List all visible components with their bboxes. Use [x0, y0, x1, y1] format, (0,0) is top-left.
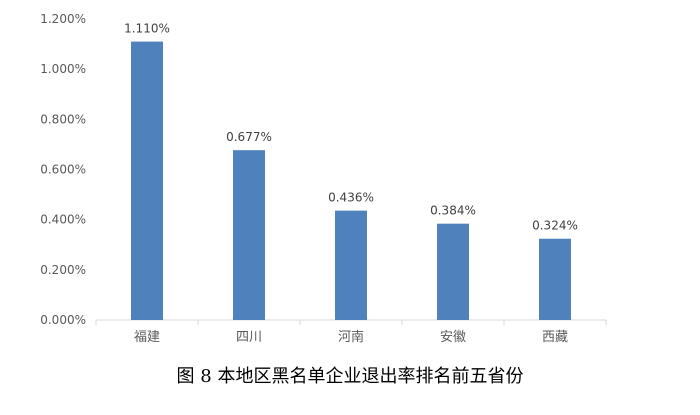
x-axis-tick-marks	[95, 320, 607, 325]
bar	[233, 150, 265, 320]
data-label: 0.324%	[532, 219, 578, 233]
data-label: 0.436%	[328, 191, 374, 205]
data-label: 0.384%	[430, 204, 476, 218]
category-label: 福建	[134, 330, 160, 345]
y-tick-label: 1.000%	[40, 62, 86, 76]
figure-caption: 图 8 本地区黑名单企业退出率排名前五省份	[176, 366, 524, 387]
bar	[437, 223, 469, 320]
category-label: 四川	[236, 330, 262, 345]
bars-group	[131, 41, 571, 320]
y-tick-label: 0.400%	[40, 213, 86, 227]
data-label: 0.677%	[226, 130, 272, 144]
y-tick-label: 1.200%	[40, 12, 86, 26]
bar	[539, 238, 571, 320]
category-label: 安徽	[440, 330, 466, 345]
data-label: 1.110%	[124, 22, 170, 36]
bar	[335, 210, 367, 320]
category-label: 河南	[338, 329, 364, 345]
y-tick-label: 0.800%	[40, 112, 86, 126]
y-tick-label: 0.200%	[40, 263, 86, 277]
bar	[131, 41, 163, 320]
data-labels-group: 1.110% 0.677% 0.436% 0.384% 0.324%	[124, 22, 578, 233]
y-tick-label: 0.000%	[40, 313, 86, 327]
y-axis-ticks: 0.000% 0.200% 0.400% 0.600% 0.800% 1.000% 1.20…	[40, 12, 86, 327]
bar-chart: 0.000% 0.200% 0.400% 0.600% 0.800% 1.000% 1.20…	[40, 12, 607, 345]
category-labels-group: 福建 四川 河南 安徽 西藏	[134, 329, 568, 345]
y-tick-label: 0.600%	[40, 163, 86, 177]
category-label: 西藏	[542, 330, 568, 345]
